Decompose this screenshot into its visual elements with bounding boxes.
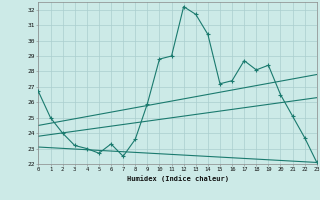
X-axis label: Humidex (Indice chaleur): Humidex (Indice chaleur) <box>127 175 228 182</box>
